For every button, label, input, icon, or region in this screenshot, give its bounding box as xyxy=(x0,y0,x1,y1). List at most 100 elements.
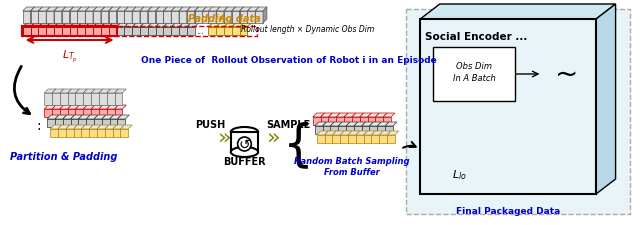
Text: Obs Dim: Obs Dim xyxy=(456,62,492,71)
Polygon shape xyxy=(132,8,136,24)
Polygon shape xyxy=(323,126,330,134)
Polygon shape xyxy=(248,12,255,24)
Polygon shape xyxy=(91,106,103,110)
Polygon shape xyxy=(352,117,360,126)
Polygon shape xyxy=(93,24,105,28)
Polygon shape xyxy=(76,94,83,106)
Polygon shape xyxy=(38,8,42,24)
Polygon shape xyxy=(52,90,64,94)
Text: Social Encoder ...: Social Encoder ... xyxy=(425,32,527,42)
Polygon shape xyxy=(31,28,38,36)
Polygon shape xyxy=(140,24,152,28)
Polygon shape xyxy=(344,113,356,117)
Text: Final Packaged Data: Final Packaged Data xyxy=(456,206,560,215)
Polygon shape xyxy=(85,24,97,28)
Polygon shape xyxy=(107,94,115,106)
Polygon shape xyxy=(109,24,120,28)
Polygon shape xyxy=(132,28,140,36)
Polygon shape xyxy=(156,28,163,36)
Polygon shape xyxy=(101,8,105,24)
Polygon shape xyxy=(356,131,367,135)
Text: BUFFER: BUFFER xyxy=(223,156,266,166)
Polygon shape xyxy=(383,113,395,117)
Text: ~: ~ xyxy=(555,61,579,89)
Polygon shape xyxy=(263,8,267,24)
Polygon shape xyxy=(91,94,99,106)
Polygon shape xyxy=(239,8,252,12)
Polygon shape xyxy=(360,113,371,117)
Polygon shape xyxy=(70,28,77,36)
Polygon shape xyxy=(148,24,159,28)
Polygon shape xyxy=(93,28,101,36)
Text: Padding data: Padding data xyxy=(188,14,260,24)
Polygon shape xyxy=(77,12,85,24)
Polygon shape xyxy=(232,12,239,24)
Polygon shape xyxy=(385,126,393,134)
Polygon shape xyxy=(248,8,259,12)
Polygon shape xyxy=(68,106,79,110)
Polygon shape xyxy=(348,131,360,135)
Polygon shape xyxy=(124,12,132,24)
Polygon shape xyxy=(330,122,342,126)
Polygon shape xyxy=(255,8,267,12)
Polygon shape xyxy=(46,24,58,28)
Polygon shape xyxy=(360,117,367,126)
Polygon shape xyxy=(101,24,113,28)
Polygon shape xyxy=(371,135,380,143)
Polygon shape xyxy=(380,131,391,135)
Polygon shape xyxy=(179,12,187,24)
Polygon shape xyxy=(354,122,365,126)
Text: ...: ... xyxy=(196,27,204,36)
FancyBboxPatch shape xyxy=(420,20,596,194)
Polygon shape xyxy=(163,24,175,28)
Polygon shape xyxy=(62,24,74,28)
Polygon shape xyxy=(148,8,152,24)
Polygon shape xyxy=(23,28,31,36)
Polygon shape xyxy=(377,126,385,134)
Polygon shape xyxy=(60,106,72,110)
Polygon shape xyxy=(255,12,263,24)
Polygon shape xyxy=(46,28,54,36)
Polygon shape xyxy=(356,135,364,143)
Polygon shape xyxy=(85,8,89,24)
Polygon shape xyxy=(323,122,334,126)
Polygon shape xyxy=(46,8,58,12)
Polygon shape xyxy=(62,28,70,36)
Polygon shape xyxy=(367,117,375,126)
Polygon shape xyxy=(132,12,140,24)
Polygon shape xyxy=(116,8,128,12)
Polygon shape xyxy=(338,122,350,126)
Polygon shape xyxy=(340,131,352,135)
Polygon shape xyxy=(156,8,167,12)
Text: Rollout length × Dynamic Obs Dim: Rollout length × Dynamic Obs Dim xyxy=(241,25,374,34)
Polygon shape xyxy=(47,119,55,127)
Polygon shape xyxy=(224,12,232,24)
Polygon shape xyxy=(338,126,346,134)
Circle shape xyxy=(237,137,252,151)
Polygon shape xyxy=(86,119,94,127)
Polygon shape xyxy=(113,129,120,137)
Polygon shape xyxy=(336,117,344,126)
Polygon shape xyxy=(50,129,58,137)
Polygon shape xyxy=(140,12,148,24)
Polygon shape xyxy=(54,8,58,24)
Polygon shape xyxy=(239,28,248,36)
Polygon shape xyxy=(232,8,243,12)
Polygon shape xyxy=(179,8,183,24)
Polygon shape xyxy=(172,8,183,12)
Polygon shape xyxy=(23,8,35,12)
Polygon shape xyxy=(362,122,373,126)
Polygon shape xyxy=(93,8,105,12)
Polygon shape xyxy=(101,12,109,24)
Text: PUSH: PUSH xyxy=(195,119,225,129)
Polygon shape xyxy=(208,28,216,36)
Polygon shape xyxy=(55,115,67,119)
Polygon shape xyxy=(109,119,118,127)
Polygon shape xyxy=(172,24,183,28)
Polygon shape xyxy=(232,28,239,36)
Polygon shape xyxy=(113,126,124,129)
Polygon shape xyxy=(324,135,332,143)
Polygon shape xyxy=(387,135,395,143)
Polygon shape xyxy=(187,24,198,28)
Text: ↺: ↺ xyxy=(239,137,250,151)
